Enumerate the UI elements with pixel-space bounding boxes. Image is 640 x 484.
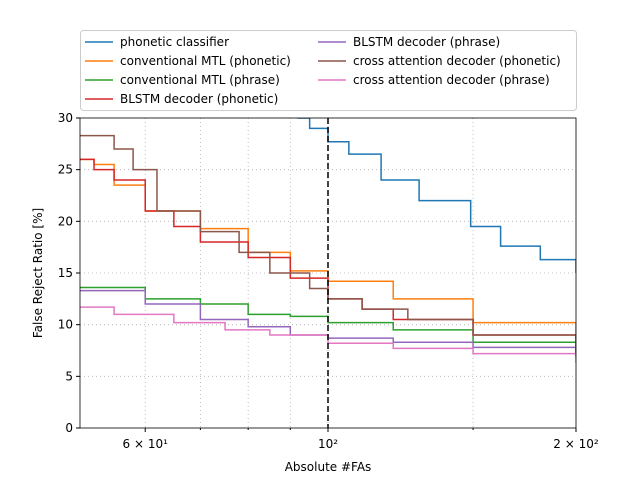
y-tick-label: 10 [58, 318, 73, 332]
y-axis-label: False Reject Ratio [%] [31, 208, 45, 338]
series-line [297, 118, 576, 273]
legend-label: cross attention decoder (phonetic) [353, 54, 561, 68]
y-tick-label: 30 [58, 111, 73, 125]
x-axis-label: Absolute #FAs [285, 460, 372, 474]
legend-box [80, 30, 577, 111]
legend-label: phonetic classifier [120, 35, 229, 49]
legend-label: BLSTM decoder (phrase) [353, 35, 500, 49]
legend-label: BLSTM decoder (phonetic) [120, 92, 278, 106]
y-tick-label: 0 [65, 421, 73, 435]
x-tick-label: 10² [318, 437, 338, 451]
y-tick-label: 5 [65, 369, 73, 383]
series-line [80, 134, 576, 356]
x-tick-label: 2 × 10² [553, 437, 599, 451]
plot-area [80, 118, 576, 363]
y-tick-label: 20 [58, 214, 73, 228]
legend-label: conventional MTL (phonetic) [120, 54, 291, 68]
y-tick-label: 15 [58, 266, 73, 280]
axes-frame [79, 117, 577, 429]
series-line [80, 158, 576, 356]
y-tick-label: 25 [58, 163, 73, 177]
legend-label: conventional MTL (phrase) [120, 73, 280, 87]
legend-label: cross attention decoder (phrase) [353, 73, 550, 87]
series-line [80, 306, 576, 363]
x-tick-label: 6 × 10¹ [123, 437, 169, 451]
